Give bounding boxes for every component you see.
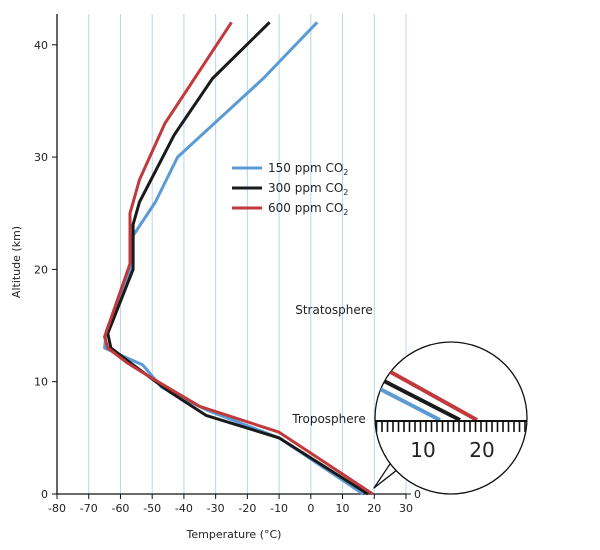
- x-tick-label: -40: [175, 502, 193, 515]
- series-lines: [103, 21, 374, 496]
- stratosphere-label: Stratosphere: [295, 303, 373, 317]
- y-tick-label: 0: [41, 488, 48, 501]
- y-tick-label: 10: [34, 376, 48, 389]
- series-line: [103, 21, 374, 496]
- x-tick-label: -70: [80, 502, 98, 515]
- x-tick-label: 20: [367, 502, 381, 515]
- y-tick-label: 30: [34, 151, 48, 164]
- axes: -80 -70 -60 -50 -40 -30 -20 -10 0 10 20 30010203040…: [10, 14, 421, 541]
- x-tick-label: 10: [336, 502, 350, 515]
- x-tick-label: 0: [307, 502, 314, 515]
- y-axis-title: Altitude (km): [10, 226, 23, 298]
- x-tick-label: -50: [143, 502, 161, 515]
- x-tick-label: -60: [111, 502, 129, 515]
- zoom-series-line: [386, 368, 478, 422]
- x-tick-label: -30: [207, 502, 225, 515]
- zoom-inset: 10 20: [373, 341, 528, 495]
- zoom-tick-label: 10: [410, 438, 435, 462]
- y-tick-label: 40: [34, 39, 48, 52]
- zoom-circle: [374, 341, 528, 495]
- legend-label: 150 ppm CO2: [268, 161, 348, 177]
- zoom-series-line: [381, 378, 461, 422]
- x-tick-label: -10: [270, 502, 288, 515]
- zoom-series-line: [377, 386, 441, 422]
- zero-marker-label: 0: [414, 488, 421, 501]
- legend-label: 300 ppm CO2: [268, 181, 348, 197]
- x-axis-title: Temperature (°C): [186, 528, 282, 541]
- x-tick-label: -80: [48, 502, 66, 515]
- labels: Stratosphere Troposphere: [291, 303, 373, 426]
- y-tick-label: 20: [34, 263, 48, 276]
- legend-label: 600 ppm CO2: [268, 201, 348, 217]
- zoom-content: [375, 368, 527, 432]
- series-line: [106, 21, 369, 496]
- troposphere-label: Troposphere: [291, 412, 365, 426]
- x-tick-label: -20: [238, 502, 256, 515]
- zoom-tick-label: 20: [469, 438, 494, 462]
- x-tick-label: 30: [399, 502, 413, 515]
- legend: 150 ppm CO2 300 ppm CO2 600 ppm CO2: [232, 161, 348, 217]
